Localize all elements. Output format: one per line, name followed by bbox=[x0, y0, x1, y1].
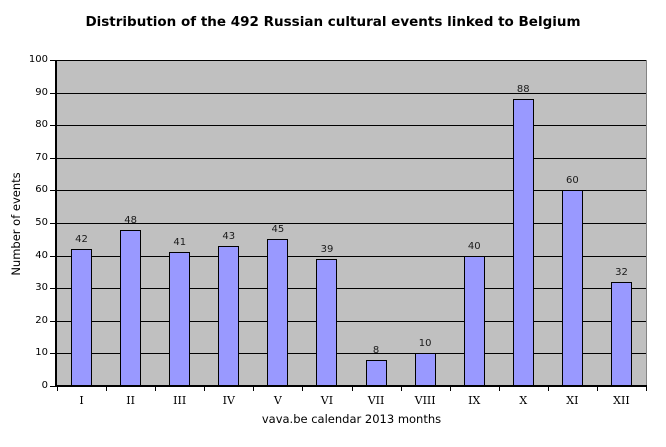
bar-VIII bbox=[414, 353, 436, 386]
gridline-20 bbox=[57, 320, 646, 322]
bar-V bbox=[267, 239, 289, 386]
bar-XI bbox=[561, 190, 583, 386]
bar-value-label-V: 45 bbox=[271, 224, 285, 236]
x-tick-label-I: I bbox=[79, 394, 84, 407]
y-tick-label-0: 0 bbox=[41, 380, 48, 391]
y-axis-line bbox=[55, 60, 57, 387]
x-tick-mark bbox=[498, 387, 500, 391]
bar-IV bbox=[218, 245, 240, 386]
gridline-100 bbox=[57, 60, 646, 61]
y-tick-label-70: 70 bbox=[35, 151, 48, 163]
x-tick-label-XI: XI bbox=[566, 394, 579, 407]
x-tick-label-V: V bbox=[273, 394, 282, 407]
y-tick-mark bbox=[50, 125, 55, 127]
bar-IX bbox=[463, 255, 485, 386]
bar-I bbox=[71, 249, 93, 386]
x-tick-mark bbox=[204, 387, 206, 391]
x-tick-label-VIII: VIII bbox=[414, 394, 436, 407]
x-tick-label-IV: IV bbox=[222, 394, 235, 407]
plot-area: 42 48 41 43 45 39 8 10 40 88 60 32 bbox=[57, 60, 647, 386]
x-tick-mark bbox=[646, 387, 647, 391]
y-tick-mark bbox=[50, 223, 55, 224]
bar-value-label-I: 42 bbox=[75, 234, 88, 246]
bar-value-label-X: 88 bbox=[516, 84, 530, 96]
gridline-50 bbox=[57, 223, 646, 224]
y-tick-mark bbox=[50, 60, 55, 61]
x-axis-line bbox=[55, 385, 647, 387]
gridline-60 bbox=[57, 190, 646, 192]
bar-value-label-IV: 43 bbox=[222, 230, 236, 242]
gridline-40 bbox=[57, 255, 646, 257]
y-tick-label-40: 40 bbox=[35, 249, 48, 261]
y-tick-label-80: 80 bbox=[35, 119, 48, 131]
y-tick-label-10: 10 bbox=[35, 347, 48, 359]
x-tick-mark bbox=[596, 387, 598, 391]
x-tick-label-XII: XII bbox=[613, 394, 630, 407]
x-tick-label-II: II bbox=[126, 394, 135, 407]
y-tick-mark bbox=[50, 255, 55, 257]
bar-value-label-III: 41 bbox=[173, 237, 187, 249]
x-tick-label-X: X bbox=[519, 394, 528, 407]
gridline-10 bbox=[57, 353, 646, 355]
x-tick-label-III: III bbox=[173, 394, 187, 407]
y-tick-mark bbox=[50, 353, 55, 355]
x-tick-mark bbox=[449, 387, 451, 391]
y-tick-mark bbox=[50, 320, 55, 322]
y-tick-mark bbox=[50, 157, 55, 159]
x-axis-title: vava.be calendar 2013 months bbox=[261, 412, 442, 426]
y-tick-mark bbox=[50, 288, 55, 290]
x-tick-mark bbox=[302, 387, 304, 391]
y-tick-label-50: 50 bbox=[35, 217, 48, 228]
x-tick-label-VI: VI bbox=[320, 394, 334, 407]
gridline-80 bbox=[57, 125, 646, 127]
x-tick-mark bbox=[547, 387, 549, 391]
x-tick-mark bbox=[155, 387, 157, 391]
bar-value-label-VI: 39 bbox=[320, 243, 334, 255]
x-tick-mark bbox=[57, 387, 58, 391]
x-tick-mark bbox=[253, 387, 255, 391]
bar-X bbox=[512, 99, 534, 386]
bar-value-label-VII: 8 bbox=[372, 344, 380, 356]
x-tick-mark bbox=[106, 387, 108, 391]
x-tick-label-VII: VII bbox=[367, 394, 385, 407]
y-tick-mark bbox=[50, 386, 55, 387]
chart-title: Distribution of the 492 Russian cultural… bbox=[85, 14, 581, 30]
gridline-30 bbox=[57, 288, 646, 290]
bar-value-label-IX: 40 bbox=[467, 240, 481, 252]
y-tick-mark bbox=[50, 92, 55, 94]
gridline-70 bbox=[57, 157, 646, 159]
bar-value-label-II: 48 bbox=[124, 214, 137, 226]
x-tick-mark bbox=[351, 387, 353, 391]
bar-value-label-VIII: 10 bbox=[418, 338, 432, 350]
y-tick-label-60: 60 bbox=[35, 184, 48, 196]
bar-XII bbox=[610, 281, 632, 386]
bar-value-label-XI: 60 bbox=[566, 175, 579, 187]
y-tick-mark bbox=[50, 190, 55, 192]
gridline-90 bbox=[57, 92, 646, 94]
x-tick-mark bbox=[400, 387, 402, 391]
bar-III bbox=[169, 252, 191, 386]
bar-VI bbox=[316, 258, 338, 386]
y-tick-label-30: 30 bbox=[35, 282, 48, 294]
y-tick-label-100: 100 bbox=[28, 54, 48, 65]
bar-value-label-XII: 32 bbox=[615, 266, 628, 278]
y-tick-label-20: 20 bbox=[35, 314, 48, 326]
bar-II bbox=[120, 229, 142, 386]
x-tick-label-IX: IX bbox=[468, 394, 481, 407]
bar-VII bbox=[365, 359, 387, 386]
y-tick-label-90: 90 bbox=[35, 86, 48, 98]
